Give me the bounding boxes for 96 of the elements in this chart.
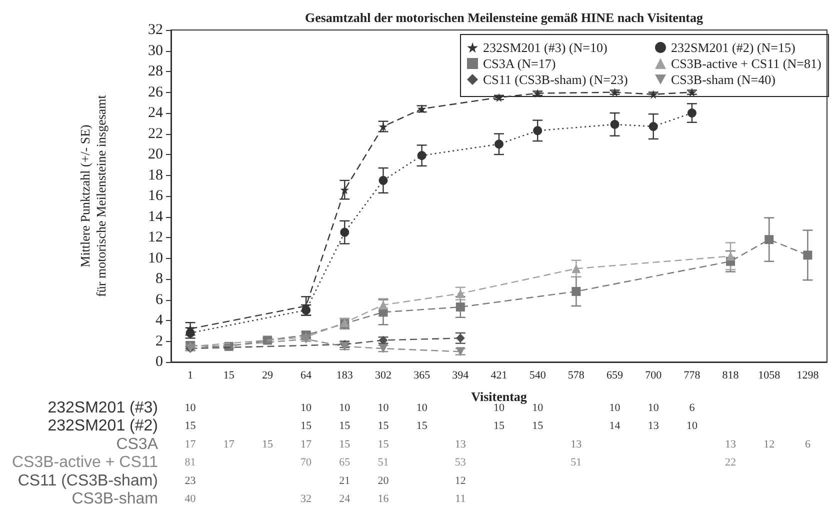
text: 10 — [532, 402, 544, 414]
text: 10 — [416, 402, 428, 414]
x-tick-label: 394 — [452, 370, 470, 382]
text: 15 — [416, 420, 428, 432]
text: 15 — [262, 438, 274, 450]
y-tick-label: 6 — [156, 292, 164, 308]
y-tick-label: 20 — [148, 146, 163, 162]
text: 10 — [609, 402, 621, 414]
text: 10 — [339, 402, 351, 414]
x-tick-label: 365 — [414, 370, 431, 382]
x-tick-label: 421 — [490, 370, 508, 382]
text: 14 — [609, 420, 621, 432]
y-tick-label: 26 — [148, 84, 164, 100]
text: 17 — [300, 438, 312, 450]
x-tick-label: 1 — [188, 370, 194, 382]
x-tick-label: 1058 — [758, 370, 781, 382]
text: 13 — [454, 438, 466, 450]
text: 10 — [300, 402, 312, 414]
text: 15 — [184, 420, 196, 432]
x-axis-title: Visitentag — [471, 389, 528, 404]
text: 16 — [378, 493, 390, 505]
text: 15 — [339, 438, 351, 450]
y-tick-label: 30 — [148, 42, 163, 59]
text: 22 — [725, 456, 736, 469]
text: 20 — [378, 474, 390, 487]
y-tick-label: 16 — [148, 188, 164, 204]
text: 10 — [378, 402, 390, 414]
text: 10 — [686, 420, 698, 432]
text: 70 — [300, 456, 312, 469]
y-tick-label: 14 — [148, 208, 164, 225]
text: 81 — [184, 456, 196, 469]
text: 232SM201 (#3) — [48, 400, 158, 416]
text: 15 — [378, 420, 390, 432]
x-tick-label: 1298 — [796, 370, 820, 382]
x-tick-label: 778 — [684, 370, 701, 382]
y-tick-label: 0 — [156, 354, 163, 370]
text: 10 — [648, 402, 660, 414]
y-axis-title: Mittlere Punktzahl (+/- SE) für motorische Meilensteine insgesamt — [78, 94, 108, 297]
text: 53 — [454, 456, 466, 469]
text: 21 — [339, 474, 350, 487]
x-tick-label: 540 — [529, 370, 546, 382]
x-tick-label: 578 — [568, 370, 585, 382]
x-tick-label: 29 — [262, 370, 274, 382]
x-tick-label: 64 — [300, 370, 312, 382]
text: CS3A — [116, 436, 158, 453]
text: 13 — [648, 420, 660, 432]
text: 10 — [184, 402, 196, 414]
text: 17 — [184, 438, 196, 450]
text: 6 — [804, 438, 811, 450]
text: 232SM201 (#2) — [48, 418, 158, 435]
text: 51 — [378, 456, 389, 469]
text: 24 — [339, 493, 351, 505]
legend-label: CS11 (CS3B-sham) (N=23) — [483, 72, 628, 87]
text: 17 — [223, 438, 235, 450]
x-tick-label: 302 — [374, 370, 392, 382]
legend-label: 232SM201 (#2) (N=15) — [671, 40, 796, 55]
text: CS11 (CS3B-sham) — [18, 472, 158, 490]
x-tick-label: 659 — [606, 370, 624, 382]
legend-label: 232SM201 (#3) (N=10) — [483, 40, 608, 55]
y-tick-label: 4 — [156, 312, 164, 328]
y-tick-label: 12 — [148, 230, 163, 246]
legend-label: CS3B-active + CS11 (N=81) — [671, 56, 822, 71]
text: 32 — [300, 493, 312, 505]
y-tick-label: 22 — [148, 126, 163, 142]
text: 15 — [532, 420, 544, 432]
y-tick-label: 28 — [148, 64, 163, 80]
text: 11 — [455, 493, 466, 505]
text: 15 — [339, 420, 351, 432]
y-tick-label: 32 — [148, 22, 163, 38]
legend-label: CS3B-sham (N=40) — [671, 72, 776, 87]
x-tick-label: 15 — [223, 370, 235, 382]
text: 15 — [300, 420, 312, 432]
text: 10 — [494, 402, 505, 414]
x-tick-label: 700 — [645, 370, 662, 382]
x-tick-label: 818 — [722, 370, 740, 382]
y-tick-label: 8 — [156, 271, 163, 287]
text: 13 — [725, 438, 737, 450]
text: 12 — [764, 438, 775, 450]
text: 12 — [454, 474, 466, 487]
text: 15 — [378, 438, 390, 450]
y-tick-label: 24 — [148, 105, 164, 121]
text: 65 — [339, 456, 351, 469]
chart-title: Gesamtzahl der motorischen Meilensteine gemäß HINE nach Visitentag — [304, 10, 704, 25]
legend-label: CS3A (N=17) — [483, 56, 556, 71]
y-tick-label: 18 — [148, 167, 163, 184]
text: 15 — [494, 420, 505, 432]
text: 6 — [689, 402, 696, 414]
text: CS3B-active + CS11 — [12, 454, 158, 472]
text: 40 — [184, 493, 196, 505]
text: 51 — [570, 456, 582, 469]
text: 13 — [570, 438, 582, 450]
text: CS3B-sham — [72, 490, 158, 508]
text: 23 — [184, 474, 196, 487]
x-tick-label: 183 — [336, 370, 354, 382]
y-tick-label: 2 — [156, 333, 163, 350]
y-tick-label: 10 — [148, 250, 163, 266]
